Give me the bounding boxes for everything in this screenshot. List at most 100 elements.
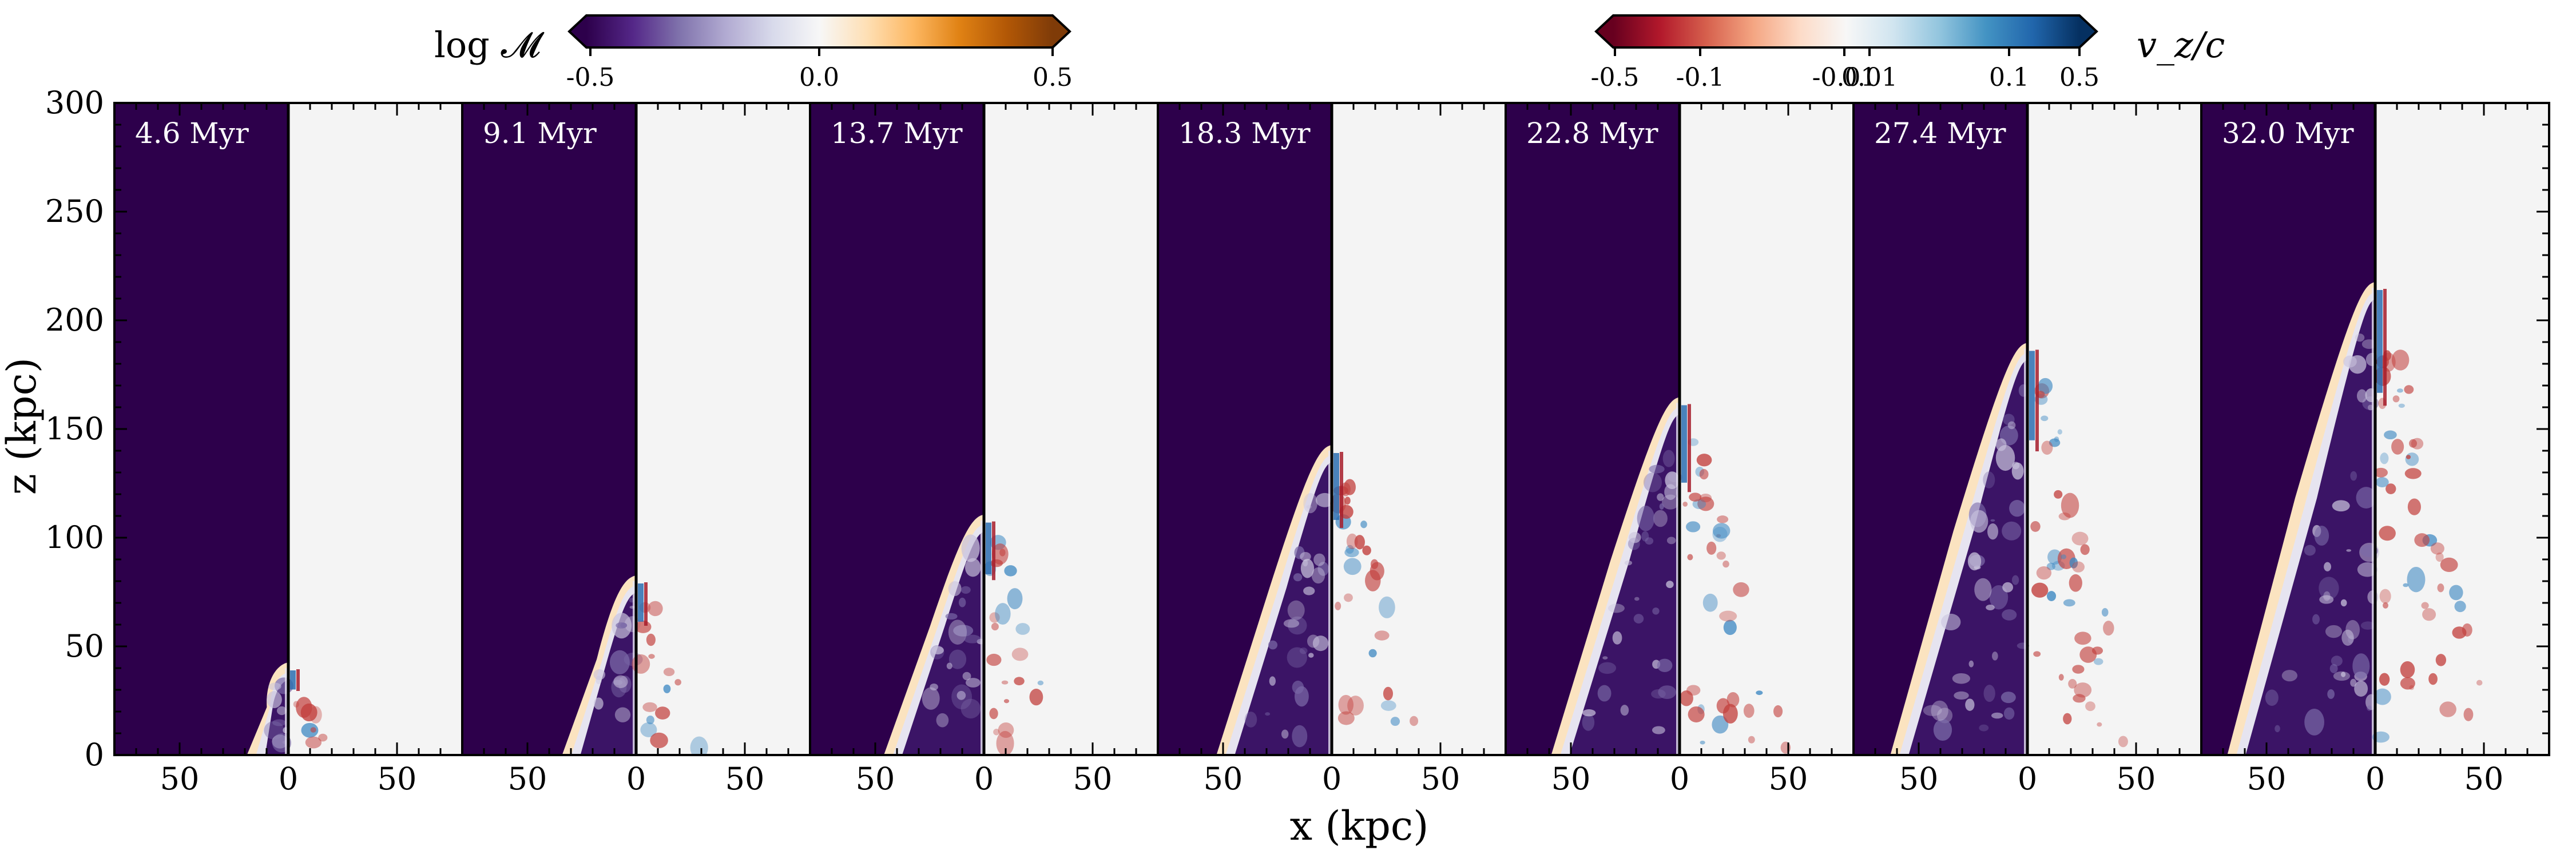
velocity-blob	[2384, 430, 2397, 440]
jet-core-velocity	[2029, 351, 2035, 440]
velocity-blob	[305, 736, 322, 749]
cocoon-swirl	[2356, 389, 2367, 403]
cocoon-swirl	[2281, 670, 2298, 682]
velocity-blob	[1337, 711, 1355, 725]
velocity-blob	[2386, 483, 2396, 494]
cocoon-swirl	[1608, 603, 1625, 613]
cocoon-swirl	[951, 684, 973, 710]
cocoon-swirl	[2352, 653, 2370, 679]
x-tick-label: 50	[160, 761, 200, 797]
velocity-blob	[2031, 582, 2049, 598]
jet-spine	[2372, 288, 2375, 755]
velocity-blob	[2036, 566, 2052, 580]
colorbar-tick-label: -0.5	[1591, 63, 1640, 92]
cocoon-swirl	[2360, 621, 2375, 630]
panel: 27.4 Myr 50 0 50	[1852, 102, 2202, 797]
mach-background	[114, 103, 288, 755]
cocoon-swirl	[1666, 581, 1674, 589]
panel-time-label: 32.0 Myr	[2222, 117, 2354, 150]
jet-spine	[1676, 403, 1680, 755]
cocoon-swirl	[1283, 619, 1300, 628]
velocity-blob	[301, 722, 319, 738]
cocoon-swirl	[2275, 725, 2280, 733]
velocity-blob	[1344, 547, 1359, 558]
cocoon-swirl	[1986, 605, 1995, 610]
cocoon-swirl	[1612, 631, 1622, 645]
velocity-blob	[300, 703, 317, 722]
velocity-blob	[998, 722, 1014, 738]
velocity-blob	[2409, 439, 2418, 448]
cocoon-swirl	[620, 622, 628, 628]
panel-content	[114, 103, 462, 755]
velocity-blob	[1338, 694, 1354, 715]
colorbar-tick-label: -0.1	[1676, 63, 1725, 92]
cocoon-swirl	[1923, 705, 1942, 716]
velocity-blob	[1344, 593, 1353, 602]
cocoon-swirl	[948, 649, 967, 669]
cocoon-swirl	[964, 634, 981, 644]
x-tick-label: 0	[1322, 761, 1341, 797]
colorbar-velocity-under-arrow	[1596, 15, 1613, 47]
jet-core-velocity	[1681, 405, 1687, 483]
cocoon-swirl	[2312, 614, 2320, 625]
velocity-blob	[690, 736, 708, 755]
velocity-blob	[2398, 403, 2405, 408]
cocoon-swirl	[1657, 658, 1673, 673]
cocoon-swirl	[1634, 597, 1640, 601]
velocity-blob	[2069, 557, 2078, 569]
cocoon-swirl	[2348, 355, 2367, 374]
velocity-blob	[1719, 610, 1737, 622]
velocity-blob	[632, 654, 650, 674]
backflow-velocity	[1688, 404, 1691, 492]
cocoon-swirl	[2356, 487, 2376, 509]
x-tick-label: 50	[2464, 761, 2504, 797]
cocoon-swirl	[966, 678, 981, 688]
cocoon-swirl	[2002, 521, 2022, 541]
cocoon-swirl	[1653, 510, 1668, 527]
x-tick-label: 50	[1769, 761, 1808, 797]
velocity-blob	[2437, 583, 2444, 593]
velocity-blob	[2097, 722, 2102, 727]
colorbar-tick-label: -0.5	[566, 63, 615, 92]
cocoon-swirl	[2354, 681, 2368, 697]
cocoon-swirl	[936, 713, 949, 728]
jet-core-velocity	[638, 583, 644, 622]
velocity-blob	[648, 654, 655, 659]
colorbar-velocity-frame	[1594, 14, 2098, 49]
y-tick-label: 150	[45, 411, 104, 447]
cocoon-swirl	[276, 706, 287, 716]
cocoon-swirl	[2001, 692, 2016, 704]
velocity-blob	[2407, 566, 2426, 593]
x-tick-label: 50	[1204, 761, 1243, 797]
velocity-blob	[1015, 623, 1030, 635]
velocity-blob	[2085, 701, 2095, 712]
x-tick-label: 50	[1899, 761, 1939, 797]
cocoon-swirl	[962, 672, 971, 681]
x-axis-label: x (kpc)	[1290, 803, 1429, 849]
jet-spine	[2024, 348, 2027, 755]
cocoon-swirl	[1952, 673, 1971, 684]
velocity-blob	[2061, 492, 2079, 518]
cocoon-swirl	[1652, 726, 1665, 734]
cocoon-swirl	[1990, 519, 1995, 522]
cocoon-swirl	[1293, 573, 1303, 582]
velocity-blob	[1374, 630, 1390, 641]
velocity-blob	[1365, 570, 1381, 591]
cocoon-swirl	[1287, 600, 1305, 620]
cocoon-swirl	[1652, 607, 1660, 615]
cocoon-swirl	[958, 597, 966, 607]
cocoon-swirl	[1657, 493, 1664, 501]
velocity-blob	[2449, 585, 2463, 601]
velocity-blob	[1743, 704, 1755, 718]
cocoon-swirl	[1624, 560, 1632, 566]
velocity-blob	[2406, 455, 2411, 459]
x-tick-label: 50	[1421, 761, 1460, 797]
velocity-blob	[1716, 551, 1726, 560]
colorbar-velocity-label: v_z/c	[2137, 24, 2225, 66]
x-tick-label: 50	[508, 761, 547, 797]
cocoon-swirl	[2346, 549, 2352, 552]
x-tick-label: 0	[974, 761, 994, 797]
velocity-blob	[2421, 602, 2429, 609]
colorbar-tick-label: 0.5	[2059, 63, 2099, 92]
velocity-blob	[991, 622, 999, 631]
